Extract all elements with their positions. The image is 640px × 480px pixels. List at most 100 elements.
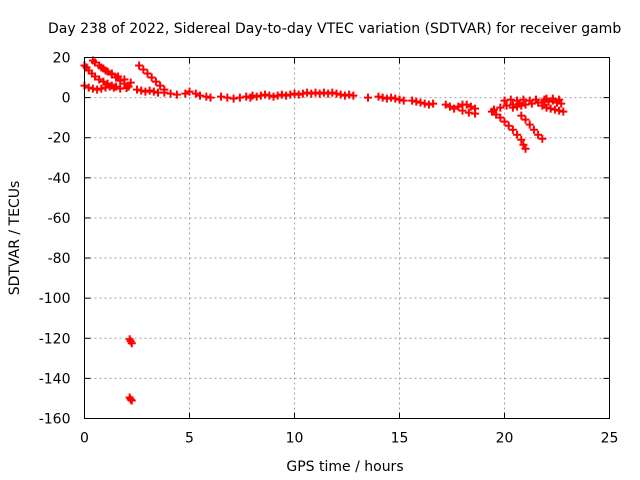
- data-point: [273, 91, 282, 100]
- data-point: [116, 76, 125, 85]
- data-point: [412, 97, 421, 106]
- data-point: [196, 91, 204, 100]
- data-point: [529, 125, 538, 134]
- data-point: [542, 103, 551, 112]
- data-point: [126, 78, 135, 87]
- data-point: [156, 81, 165, 90]
- data-point: [149, 87, 158, 96]
- data-point: [471, 109, 480, 118]
- data-point: [445, 102, 454, 111]
- data-point: [97, 63, 106, 72]
- data-point: [490, 105, 498, 114]
- data-point: [109, 83, 118, 92]
- data-point: [282, 91, 291, 100]
- y-tick-label: 20: [53, 51, 71, 67]
- data-point: [101, 66, 110, 75]
- data-point: [395, 95, 404, 104]
- data-point: [441, 100, 450, 109]
- data-point: [223, 93, 232, 102]
- data-point: [101, 83, 110, 92]
- data-point: [143, 69, 152, 78]
- data-point: [332, 89, 341, 98]
- data-point: [324, 89, 333, 98]
- data-point: [311, 88, 320, 97]
- data-point: [364, 93, 372, 102]
- data-point: [91, 58, 99, 67]
- data-point: [147, 73, 156, 82]
- data-point: [315, 89, 324, 98]
- data-point: [217, 92, 225, 101]
- data-point: [387, 93, 396, 102]
- data-point: [496, 113, 505, 122]
- y-tick-label: -120: [39, 331, 71, 347]
- data-point: [340, 91, 349, 100]
- data-points: [80, 56, 568, 405]
- data-point: [277, 90, 286, 99]
- data-point: [229, 94, 238, 103]
- data-point: [391, 94, 400, 103]
- data-point: [519, 140, 528, 149]
- data-point: [424, 100, 433, 109]
- data-point: [127, 396, 136, 405]
- data-point: [206, 93, 215, 102]
- data-point: [307, 89, 316, 98]
- data-point: [508, 103, 517, 112]
- x-tick-label: 10: [286, 431, 304, 447]
- data-point: [517, 111, 526, 120]
- data-point: [527, 99, 536, 108]
- y-tick-label: -60: [48, 211, 71, 227]
- data-point: [99, 77, 108, 86]
- chart-title: Day 238 of 2022, Sidereal Day-to-day VTE…: [48, 21, 621, 37]
- y-tick-label: -140: [39, 371, 71, 387]
- data-point: [166, 89, 175, 98]
- data-point: [261, 90, 270, 99]
- data-point: [181, 89, 190, 98]
- data-point: [517, 101, 526, 110]
- data-point: [382, 94, 391, 103]
- data-point: [95, 75, 104, 84]
- x-tick-label: 25: [601, 431, 619, 447]
- data-point: [145, 86, 154, 95]
- data-point: [546, 104, 555, 113]
- data-point: [84, 83, 93, 92]
- data-point: [242, 92, 251, 101]
- data-point: [538, 134, 547, 143]
- data-point: [107, 69, 116, 78]
- data-point: [191, 89, 200, 98]
- data-point: [202, 92, 211, 101]
- data-point: [269, 92, 278, 101]
- data-point: [399, 96, 408, 105]
- data-point: [235, 93, 244, 102]
- data-point: [492, 110, 501, 119]
- data-point: [502, 101, 511, 110]
- x-tick-label: 20: [496, 431, 514, 447]
- data-point: [303, 88, 312, 97]
- data-point: [550, 105, 559, 114]
- y-axis-label: SDTVAR / TECUs: [7, 181, 23, 296]
- y-tick-label: 0: [62, 91, 71, 107]
- grid-lines: [84, 57, 610, 419]
- data-point: [349, 91, 358, 100]
- data-point: [172, 90, 181, 99]
- data-point: [120, 75, 129, 84]
- data-point: [538, 101, 547, 110]
- data-point: [500, 117, 509, 126]
- data-point: [91, 72, 99, 81]
- data-point: [458, 106, 467, 115]
- data-point: [286, 90, 295, 99]
- data-point: [548, 94, 557, 103]
- data-point: [500, 96, 509, 105]
- data-point: [450, 104, 459, 113]
- data-point: [290, 89, 299, 98]
- data-point: [559, 107, 568, 116]
- y-tick-label: -100: [39, 291, 71, 307]
- data-point: [462, 100, 471, 109]
- data-point: [513, 102, 522, 111]
- y-tick-label: -40: [48, 171, 71, 187]
- data-point: [135, 61, 144, 70]
- data-point: [420, 99, 429, 108]
- data-point: [160, 88, 169, 97]
- data-point: [133, 85, 141, 94]
- data-point: [519, 95, 528, 104]
